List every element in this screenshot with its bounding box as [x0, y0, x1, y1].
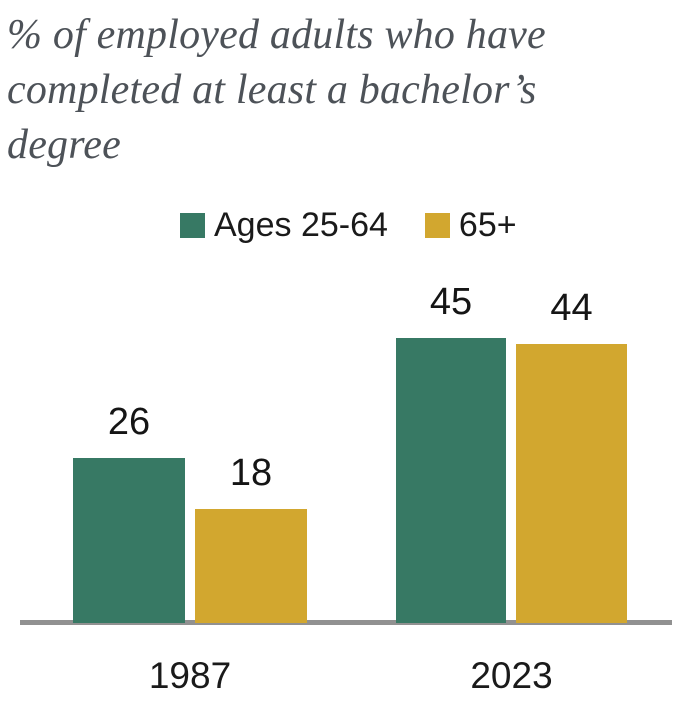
value-label: 44	[550, 287, 593, 329]
bar-column-2023-ages-25-64: 45	[396, 283, 506, 623]
legend-label-ages-25-64: Ages 25-64	[214, 206, 388, 244]
bar-2023-ages-25-64	[396, 338, 506, 623]
legend-swatch-gold-icon	[424, 212, 450, 238]
legend-label-65-plus: 65+	[458, 206, 517, 244]
value-label: 45	[429, 281, 473, 323]
chart-title-line-2: completed at least a bachelor’s	[7, 67, 537, 113]
legend-item-ages-25-64: Ages 25-64	[180, 207, 388, 243]
plot-area: 26 18 45 44	[0, 210, 697, 625]
bar-column-1987-ages-25-64: 26	[73, 403, 185, 623]
legend-swatch-green-icon	[180, 212, 205, 238]
legend-item-65-plus: 65+	[424, 206, 517, 244]
bar-1987-ages-25-64	[73, 458, 185, 623]
bar-1987-65-plus	[195, 509, 307, 623]
value-label: 18	[229, 452, 273, 494]
x-axis-line	[20, 620, 672, 625]
chart-title-line-1: % of employed adults who have	[7, 12, 546, 58]
legend: Ages 25-64 65+	[180, 207, 517, 243]
chart-title-line-3: degree	[7, 122, 121, 168]
x-axis-label-2023: 2023	[470, 655, 553, 696]
value-label: 26	[107, 401, 151, 443]
bar-2023-65-plus	[516, 344, 627, 623]
bar-column-2023-65-plus: 44	[516, 289, 627, 623]
bar-column-1987-65-plus: 18	[195, 454, 307, 623]
chart-title: % of employed adults who have completed …	[7, 8, 667, 173]
x-axis-label-1987: 1987	[148, 655, 232, 696]
